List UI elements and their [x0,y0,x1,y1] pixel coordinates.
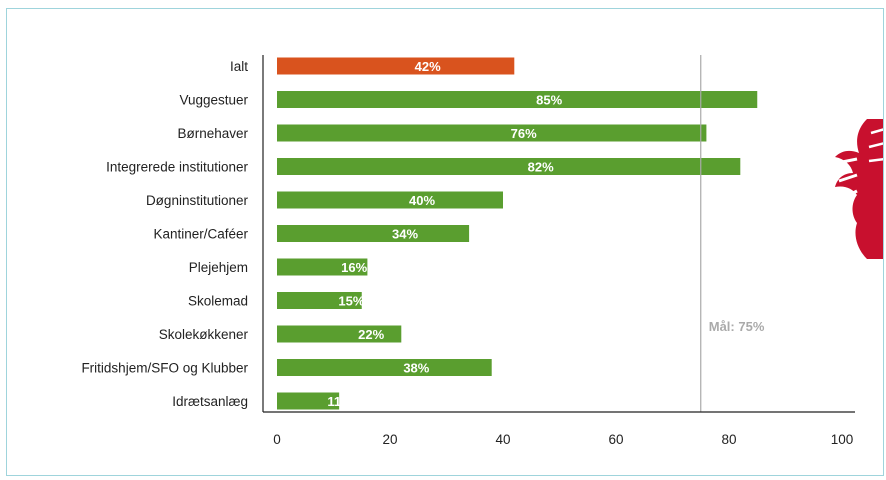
bar-value-label: 82% [528,160,554,175]
category-label: Fritidshjem/SFO og Klubber [81,361,248,376]
bar-value-label: 38% [403,361,429,376]
chart-frame: Ialt 42% Vuggestuer 85% Børnehaver 76% Integre… [6,8,884,476]
x-tick-label: 20 [382,432,397,447]
bar [277,359,492,376]
bar [277,392,340,410]
bar-value-label: 40% [409,193,435,208]
x-tick-label: 40 [495,432,510,447]
category-label: Døgninstitutioner [146,193,249,208]
bar-value-label: 42% [415,59,441,74]
category-label: Skolemad [188,294,248,309]
bar [277,124,707,142]
category-label: Vuggestuer [179,93,248,108]
red-heraldic-emblem-icon [835,119,883,259]
bar [277,258,368,276]
bar [277,325,402,343]
category-label: Skolekøkkener [159,327,249,342]
category-label: Integrerede institutioner [106,160,248,175]
bar [277,158,741,175]
bar [277,57,515,75]
category-label: Plejehjem [189,260,248,275]
bar-value-label: 22% [358,327,384,342]
bar-value-label: 76% [511,126,537,141]
goal-label: Mål: 75% [709,319,765,334]
bar-value-label: 11% [327,394,353,409]
bar [277,91,758,108]
bar-chart: Ialt 42% Vuggestuer 85% Børnehaver 76% Integre… [81,55,883,447]
x-tick-label: 0 [273,432,281,447]
category-label: Børnehaver [177,126,248,141]
bar-value-label: 34% [392,227,418,242]
category-label: Idrætsanlæg [172,394,248,409]
category-label: Kantiner/Caféer [153,227,248,242]
x-tick-label: 100 [831,432,854,447]
x-tick-label: 80 [721,432,736,447]
bar-value-label: 15% [338,294,364,309]
x-tick-label: 60 [608,432,623,447]
category-label: Ialt [230,59,248,74]
bar [277,225,470,242]
bar [277,191,503,209]
bar [277,292,362,309]
bar-value-label: 16% [341,260,367,275]
bar-value-label: 85% [536,93,562,108]
